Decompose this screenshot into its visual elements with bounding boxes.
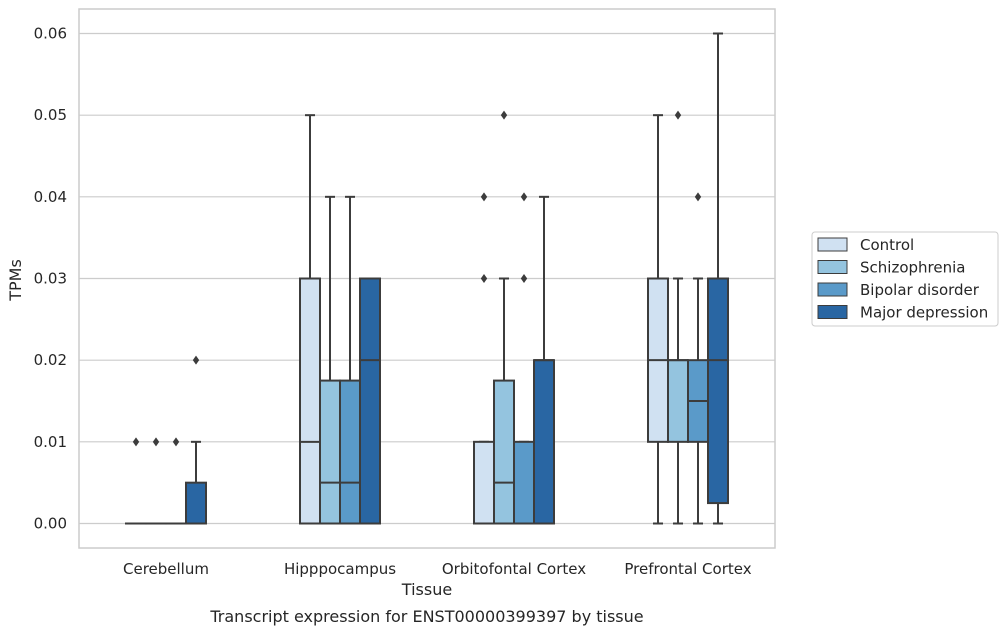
y-tick-label: 0.05 [34, 106, 67, 124]
iqr-box [533, 359, 555, 525]
iqr-box [185, 481, 207, 525]
iqr-box [339, 379, 361, 525]
iqr-box [299, 277, 321, 525]
legend-swatch [817, 305, 848, 319]
outlier-point [192, 355, 200, 365]
x-tick-label: Prefrontal Cortex [624, 560, 751, 578]
iqr-box [667, 359, 689, 443]
x-tick-label: Orbitofontal Cortex [442, 560, 586, 578]
box-major-depression [707, 32, 729, 525]
box-schizophrenia [493, 110, 515, 525]
y-axis-tick-labels: 0.00 0.01 0.02 0.03 0.04 0.05 0.06 [34, 25, 67, 533]
box-major-depression [359, 277, 381, 525]
chart-caption: Transcript expression for ENST0000039939… [209, 607, 643, 626]
legend: Control Schizophrenia Bipolar disorder Majo… [811, 231, 999, 327]
iqr-box [319, 379, 341, 525]
outlier-point [520, 192, 528, 202]
box-major-depression [533, 195, 555, 525]
legend-swatch [817, 260, 848, 274]
box-bipolar-disorder [339, 195, 361, 525]
y-tick-label: 0.01 [34, 433, 67, 451]
box-bipolar-disorder [513, 192, 535, 525]
box-bipolar-disorder [165, 437, 187, 525]
outlier-point [480, 274, 488, 283]
iqr-box [513, 440, 535, 525]
legend-swatch [817, 282, 848, 297]
y-tick-label: 0.02 [34, 351, 67, 369]
y-tick-label: 0.00 [34, 515, 67, 533]
plot-area-frame [78, 8, 776, 549]
iqr-box [359, 277, 381, 525]
box-major-depression [185, 355, 207, 525]
box-bipolar-disorder [687, 192, 709, 525]
outlier-point [500, 110, 508, 120]
box-schizophrenia [319, 195, 341, 525]
outlier-point [520, 274, 528, 283]
box-control [647, 114, 669, 525]
iqr-box [493, 379, 515, 525]
legend-frame [811, 231, 999, 327]
y-gridlines [79, 32, 775, 525]
outlier-point [172, 437, 180, 447]
outlier-point [132, 437, 140, 447]
box-plot-marks [125, 32, 729, 525]
x-axis-tick-labels: Cerebellum Hipppocampus Orbitofontal Corte… [123, 560, 752, 578]
legend-label: Bipolar disorder [860, 281, 980, 299]
box-schizophrenia [667, 110, 689, 525]
outlier-point [152, 437, 160, 447]
y-tick-label: 0.04 [34, 188, 67, 206]
legend-label: Schizophrenia [860, 259, 965, 277]
y-tick-label: 0.03 [34, 270, 67, 288]
x-axis-title: Tissue [401, 580, 452, 599]
box-control [299, 114, 321, 525]
box-control [125, 437, 147, 525]
x-tick-label: Cerebellum [123, 560, 209, 578]
x-tick-label: Hipppocampus [284, 560, 396, 578]
outlier-point [674, 110, 682, 120]
box-control [473, 192, 495, 525]
box-schizophrenia [145, 437, 167, 525]
legend-label: Control [860, 236, 914, 254]
legend-label: Major depression [860, 304, 988, 322]
y-tick-label: 0.06 [34, 25, 67, 43]
y-axis-title: TPMs [6, 259, 25, 302]
legend-swatch [817, 237, 848, 252]
outlier-point [480, 192, 488, 202]
iqr-box [473, 440, 495, 525]
outlier-point [694, 192, 702, 202]
iqr-box [707, 277, 729, 505]
